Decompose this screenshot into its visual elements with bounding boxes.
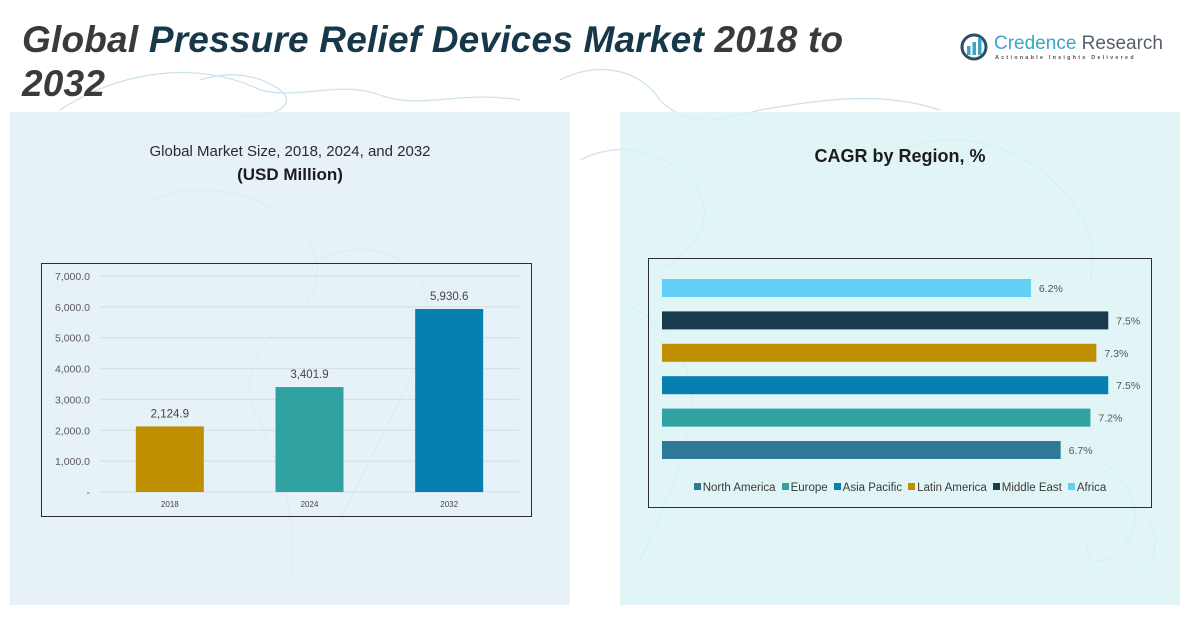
y-tick-label: 7,000.0: [55, 271, 90, 283]
market-size-chart-title: Global Market Size, 2018, 2024, and 2032: [149, 143, 431, 160]
bar-chart-magnifier-icon: [960, 33, 988, 61]
legend-label: North America: [702, 482, 776, 494]
y-tick-label: 4,000.0: [55, 364, 90, 376]
x-tick-label: 2032: [440, 500, 458, 509]
data-label: 7.5%: [1116, 380, 1140, 392]
legend-label: Middle East: [1001, 482, 1062, 494]
legend-swatch: [833, 483, 841, 490]
data-label: 6.2%: [1039, 283, 1063, 295]
market-size-chart-frame: [41, 263, 532, 517]
y-tick-label: 1,000.0: [55, 456, 90, 468]
legend-label: Latin America: [917, 482, 987, 494]
page-title: Global Pressure Relief Devices Market 20…: [22, 18, 922, 106]
x-tick-label: 2024: [301, 500, 319, 509]
bar-latin-america: [662, 343, 1097, 362]
y-tick-label: 5,000.0: [55, 333, 90, 345]
bar-africa: [662, 279, 1031, 297]
brand-logo: Credence Research Actionable Insights De…: [960, 32, 1163, 66]
data-label: 7.3%: [1104, 348, 1128, 360]
legend-swatch: [693, 483, 701, 490]
data-label: 6.7%: [1069, 445, 1093, 457]
legend-label: Europe: [790, 482, 828, 494]
cagr-chart-frame: [648, 258, 1152, 508]
bar-middle-east: [662, 311, 1109, 330]
data-label: 7.2%: [1098, 413, 1122, 425]
title-part-2: Pressure Relief Devices Market: [148, 19, 704, 60]
legend-swatch: [992, 483, 1000, 490]
legend-item: Asia Pacific: [833, 482, 903, 494]
data-label: 2,124.9: [151, 408, 189, 420]
logo-name-credence: Credence: [994, 33, 1082, 54]
cagr-chart-title: CAGR by Region, %: [814, 146, 986, 166]
y-tick-label: 2,000.0: [55, 425, 90, 437]
title-part-1: Global: [22, 19, 149, 60]
logo-name-research: Research: [1081, 33, 1163, 54]
data-label: 7.5%: [1116, 315, 1140, 327]
y-tick-label: -: [87, 487, 91, 499]
legend-item: North America: [693, 482, 776, 494]
logo-name: Credence Research: [994, 33, 1163, 55]
legend-label: Africa: [1076, 482, 1107, 494]
bar-europe: [662, 408, 1091, 427]
y-tick-label: 6,000.0: [55, 302, 90, 314]
data-label: 3,401.9: [290, 369, 328, 381]
legend-item: Latin America: [908, 482, 987, 494]
market-size-chart-subtitle: (USD Million): [237, 165, 343, 184]
legend-label: Asia Pacific: [842, 482, 903, 494]
legend-item: Middle East: [992, 482, 1062, 494]
bar-2024: [275, 387, 344, 492]
legend-swatch: [781, 483, 789, 490]
legend-item: Africa: [1067, 482, 1107, 494]
legend-swatch: [1067, 483, 1075, 490]
x-tick-label: 2018: [161, 500, 179, 509]
legend-item: Europe: [781, 482, 828, 494]
bar-2018: [135, 426, 204, 492]
y-tick-label: 3,000.0: [55, 394, 90, 406]
bar-asia-pacific: [662, 376, 1109, 395]
bar-north-america: [662, 441, 1061, 459]
title-part-3: 2018 to 2032: [22, 19, 844, 104]
legend-swatch: [908, 483, 916, 490]
data-label: 5,930.6: [430, 291, 468, 303]
logo-tagline: Actionable Insights Delivered: [995, 55, 1136, 61]
bar-2032: [415, 308, 484, 492]
cagr-legend: North America Europe Asia Pacific Latin Ame…: [650, 482, 1150, 494]
